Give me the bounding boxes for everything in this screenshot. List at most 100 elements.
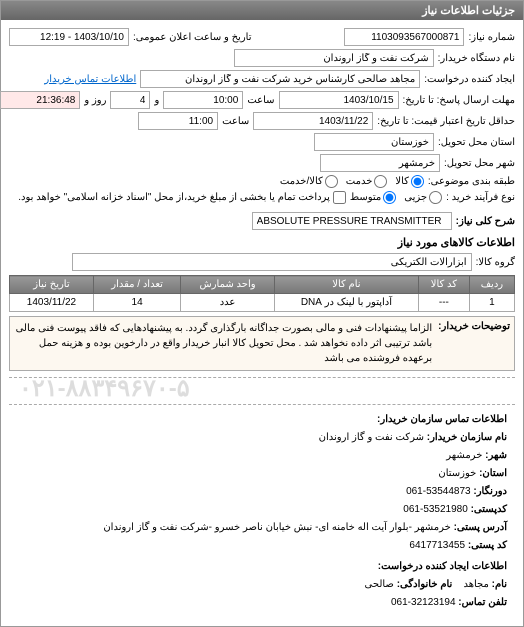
buyer-org-input[interactable] — [234, 49, 434, 67]
valid-until-label: حداقل تاریخ اعتبار قیمت: تا تاریخ: — [377, 116, 515, 127]
contact-phone-label: تلفن تماس: — [458, 597, 507, 608]
payment-note: پرداخت تمام یا بخشی از مبلغ خرید،از محل … — [18, 192, 330, 203]
radio-goods-input[interactable] — [411, 175, 424, 188]
watermark-band: ۰۲۱-۸۸۳۴۹۶۷۰-۵ — [9, 377, 515, 405]
contact-org: شرکت نفت و گاز اروندان — [319, 432, 424, 443]
contact-province: خوزستان — [438, 468, 476, 479]
payment-checkbox[interactable]: پرداخت تمام یا بخشی از مبلغ خرید،از محل … — [18, 191, 346, 204]
contact-name: مجاهد — [463, 579, 488, 590]
cell-qty: 14 — [93, 294, 180, 312]
reply-date-input[interactable] — [279, 91, 399, 109]
watermark-text: ۰۲۱-۸۸۳۴۹۶۷۰-۵ — [19, 377, 190, 403]
req-creator-heading: اطلاعات ایجاد کننده درخواست: — [17, 558, 507, 575]
req-no-input[interactable] — [344, 28, 464, 46]
class-label: طبقه بندی موضوعی: — [428, 176, 515, 187]
goods-table: ردیف کد کالا نام کالا واحد شمارش تعداد /… — [9, 275, 515, 312]
contact-name-label: نام: — [492, 579, 507, 590]
goods-section-title: اطلاعات کالاهای مورد نیاز — [9, 236, 515, 249]
goods-table-body: 1 --- آداپتور با لینک در DNA عدد 14 1403… — [10, 294, 515, 312]
col-name: نام کالا — [274, 276, 418, 294]
city-label: شهر محل تحویل: — [444, 158, 515, 169]
goods-group-input[interactable] — [72, 253, 472, 271]
contact-fax: 53544873-061 — [406, 486, 471, 497]
contact-city: خرمشهر — [446, 450, 482, 461]
announce-input[interactable] — [9, 28, 129, 46]
goods-group-label: گروه کالا: — [476, 257, 515, 268]
buyer-notes-box: توضیحات خریدار: الزاما پیشنهادات فنی و م… — [9, 316, 515, 371]
contact-postcode: 53521980-061 — [403, 504, 468, 515]
contact-org-label: نام سازمان خریدار: — [427, 432, 507, 443]
contact-heading: اطلاعات تماس سازمان خریدار: — [17, 411, 507, 428]
contact-city-label: شهر: — [485, 450, 507, 461]
announce-label: تاریخ و ساعت اعلان عمومی: — [133, 32, 252, 43]
col-unit: واحد شمارش — [181, 276, 275, 294]
cell-name: آداپتور با لینک در DNA — [274, 294, 418, 312]
requester-input[interactable] — [140, 70, 420, 88]
reply-deadline-label: مهلت ارسال پاسخ: تا تاریخ: — [403, 95, 515, 106]
col-qty: تعداد / مقدار — [93, 276, 180, 294]
remaining-days-input[interactable] — [110, 91, 150, 109]
row-classification: طبقه بندی موضوعی: کالا خدمت کالا/خدمت — [9, 175, 515, 188]
cell-row-no: 1 — [469, 294, 514, 312]
row-process: نوع فرآیند خرید : جزیی متوسط پرداخت تمام… — [9, 191, 515, 204]
notes-text: الزاما پیشنهادات فنی و مالی بصورت جداگان… — [14, 321, 432, 366]
radio-both[interactable]: کالا/خدمت — [280, 175, 338, 188]
contact-block: اطلاعات تماس سازمان خریدار: نام سازمان خ… — [9, 405, 515, 618]
panel-title: جزئیات اطلاعات نیاز — [1, 1, 523, 20]
process-type-label: نوع فرآیند خرید : — [446, 192, 515, 203]
radio-goods[interactable]: کالا — [395, 175, 424, 188]
row-buyer-org: نام دستگاه خریدار: — [9, 49, 515, 67]
row-reply-deadline: مهلت ارسال پاسخ: تا تاریخ: ساعت و روز و … — [9, 91, 515, 109]
valid-time-input[interactable] — [138, 112, 218, 130]
radio-minor-input[interactable] — [429, 191, 442, 204]
requester-label: ایجاد کننده درخواست: — [424, 74, 515, 85]
col-need-date: تاریخ نیاز — [10, 276, 94, 294]
contact-address: خرمشهر -بلوار آیت اله خامنه ای- نبش خیاب… — [103, 522, 450, 533]
col-row-no: ردیف — [469, 276, 514, 294]
radio-medium-input[interactable] — [383, 191, 396, 204]
buyer-org-label: نام دستگاه خریدار: — [438, 53, 515, 64]
contact-pobox: 6417713455 — [409, 540, 465, 551]
req-no-label: شماره نیاز: — [468, 32, 515, 43]
row-need-title: شرح کلی نیاز: — [9, 212, 515, 230]
class-radio-group: کالا خدمت کالا/خدمت — [280, 175, 424, 188]
cell-need-date: 1403/11/22 — [10, 294, 94, 312]
province-input[interactable] — [314, 133, 434, 151]
need-details-panel: جزئیات اطلاعات نیاز شماره نیاز: تاریخ و … — [0, 0, 524, 627]
radio-both-input[interactable] — [325, 175, 338, 188]
remaining-time-input[interactable] — [0, 91, 80, 109]
row-req-no: شماره نیاز: تاریخ و ساعت اعلان عمومی: — [9, 28, 515, 46]
row-city: شهر محل تحویل: — [9, 154, 515, 172]
buyer-contact-link[interactable]: اطلاعات تماس خریدار — [44, 74, 136, 85]
province-label: استان محل تحویل: — [438, 137, 515, 148]
city-input[interactable] — [320, 154, 440, 172]
and-label: و — [154, 95, 159, 106]
payment-checkbox-input[interactable] — [333, 191, 346, 204]
radio-minor[interactable]: جزیی — [404, 191, 442, 204]
contact-address-label: آدرس پستی: — [454, 522, 507, 533]
reply-time-input[interactable] — [163, 91, 243, 109]
process-radio-group: جزیی متوسط — [350, 191, 442, 204]
col-code: کد کالا — [419, 276, 470, 294]
need-title-input[interactable] — [252, 212, 452, 230]
time-label-2: ساعت — [222, 116, 249, 127]
row-valid-until: حداقل تاریخ اعتبار قیمت: تا تاریخ: ساعت — [9, 112, 515, 130]
cell-code: --- — [419, 294, 470, 312]
radio-service[interactable]: خدمت — [346, 175, 388, 188]
contact-province-label: استان: — [479, 468, 507, 479]
contact-family-label: نام خانوادگی: — [397, 579, 453, 590]
radio-medium[interactable]: متوسط — [350, 191, 396, 204]
row-province: استان محل تحویل: — [9, 133, 515, 151]
contact-pobox-label: کد پستی: — [468, 540, 507, 551]
row-requester: ایجاد کننده درخواست: اطلاعات تماس خریدار — [9, 70, 515, 88]
contact-fax-label: دورنگار: — [473, 486, 507, 497]
cell-unit: عدد — [181, 294, 275, 312]
notes-label: توضیحات خریدار: — [438, 321, 510, 366]
table-row[interactable]: 1 --- آداپتور با لینک در DNA عدد 14 1403… — [10, 294, 515, 312]
day-label: روز و — [84, 95, 106, 106]
goods-table-head: ردیف کد کالا نام کالا واحد شمارش تعداد /… — [10, 276, 515, 294]
panel-body: شماره نیاز: تاریخ و ساعت اعلان عمومی: نا… — [1, 20, 523, 626]
valid-date-input[interactable] — [253, 112, 373, 130]
radio-service-input[interactable] — [374, 175, 387, 188]
need-title-label: شرح کلی نیاز: — [456, 216, 515, 227]
